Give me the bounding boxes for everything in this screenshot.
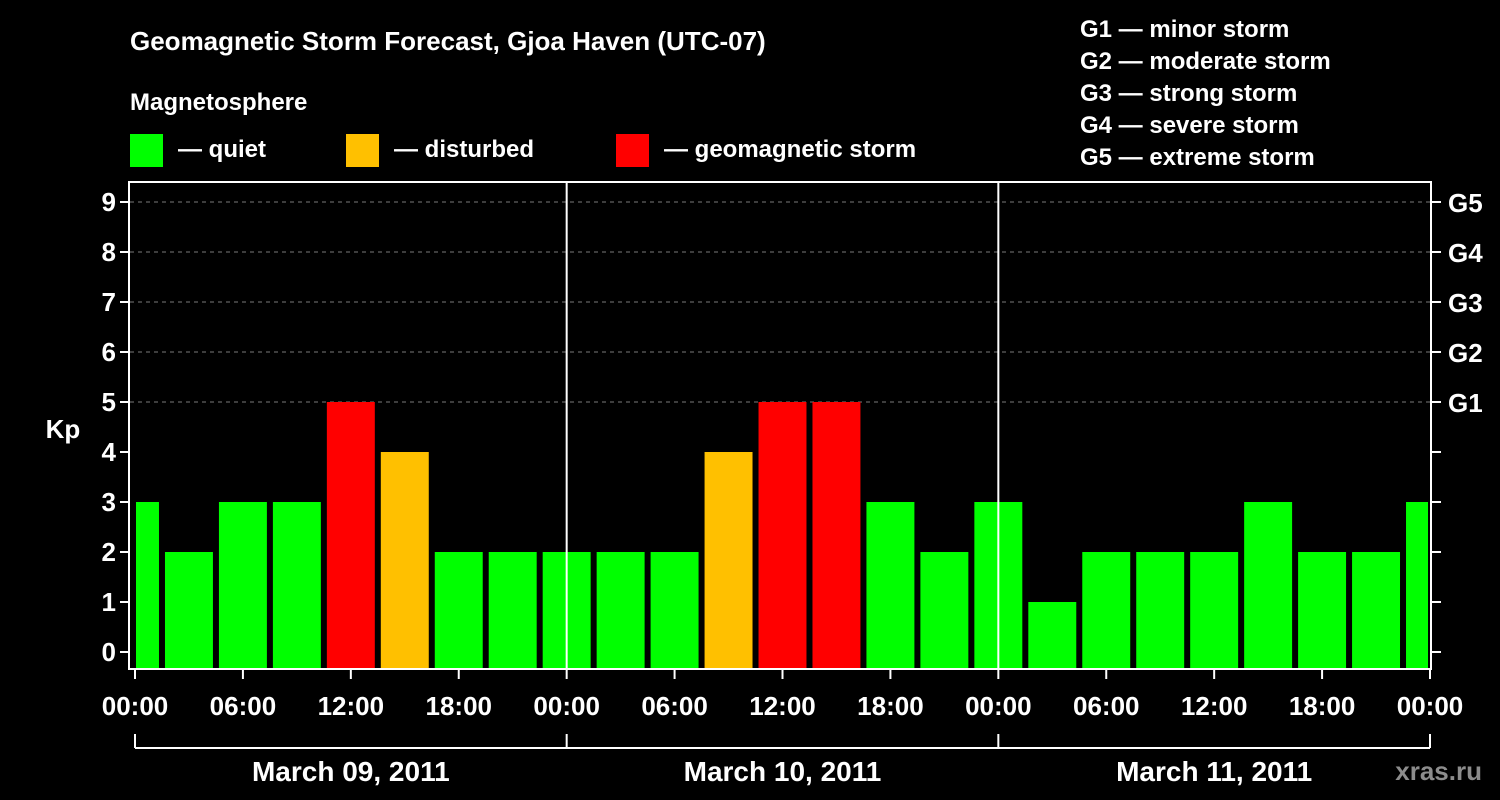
g-scale-tick-label: G5: [1448, 188, 1483, 218]
kp-bar: [218, 502, 267, 668]
kp-bar: [1352, 552, 1401, 668]
legend-swatch-disturbed: [346, 134, 379, 167]
kp-bar: [434, 552, 483, 668]
y-tick-label: 9: [102, 187, 116, 217]
legend-swatch-storm: [616, 134, 649, 167]
grid-lines: [130, 201, 1430, 403]
kp-bar: [380, 452, 429, 668]
g-scale-item: G4 — severe storm: [1080, 112, 1299, 139]
kp-bar: [1190, 552, 1239, 668]
x-tick-label: 12:00: [318, 691, 385, 721]
kp-bar: [866, 502, 915, 668]
right-axis: G1 G2 G3 G4 G5: [1431, 188, 1483, 653]
y-tick-label: 6: [102, 337, 116, 367]
kp-bar: [1298, 552, 1347, 668]
legend-swatch-quiet: [130, 134, 163, 167]
y-tick-label: 3: [102, 487, 116, 517]
kp-bar: [272, 502, 321, 668]
kp-bar: [812, 402, 861, 668]
y-tick-label: 7: [102, 287, 116, 317]
kp-bar: [164, 552, 213, 668]
legend-title: Magnetosphere: [130, 89, 307, 116]
g-scale-item: G5 — extreme storm: [1080, 144, 1315, 171]
legend-label-quiet: — quiet: [178, 136, 266, 163]
y-tick-label: 8: [102, 237, 116, 267]
x-tick-label: 12:00: [749, 691, 816, 721]
g-scale-tick-label: G4: [1448, 238, 1483, 268]
legend-label-storm: — geomagnetic storm: [664, 136, 916, 163]
legend: — quiet — disturbed — geomagnetic storm: [130, 134, 916, 167]
kp-bar: [1028, 602, 1077, 668]
y-tick-label: 4: [102, 437, 117, 467]
day-label: March 11, 2011: [1116, 756, 1312, 787]
y-axis: 0 1 2 3 4 5 6 7 8 9: [102, 187, 129, 667]
g-scale-item: G3 — strong storm: [1080, 80, 1297, 107]
kp-bar: [596, 552, 645, 668]
y-tick-label: 2: [102, 537, 116, 567]
day-dividers: [565, 182, 1000, 668]
kp-bar: [704, 452, 753, 668]
kp-bar: [1244, 502, 1293, 668]
kp-bar: [488, 552, 537, 668]
kp-bar: [326, 402, 375, 668]
x-tick-label: 18:00: [857, 691, 924, 721]
x-tick-label: 00:00: [533, 691, 600, 721]
y-tick-label: 0: [102, 637, 116, 667]
x-tick-label: 00:00: [1397, 691, 1464, 721]
x-tick-label: 12:00: [1181, 691, 1248, 721]
g-scale-tick-label: G2: [1448, 338, 1483, 368]
plot-frame: [128, 181, 1432, 670]
x-tick-label: 06:00: [1073, 691, 1140, 721]
chart-title: Geomagnetic Storm Forecast, Gjoa Haven (…: [130, 26, 766, 56]
kp-bar: [1136, 552, 1185, 668]
watermark: xras.ru: [1395, 756, 1482, 786]
legend-label-disturbed: — disturbed: [394, 136, 534, 163]
kp-bar: [920, 552, 969, 668]
x-tick-label: 00:00: [102, 691, 169, 721]
x-axis: 00:00 06:00 12:00 18:00 00:00 06:00 12:00 18:00…: [102, 669, 1464, 787]
kp-bar: [1082, 552, 1131, 668]
kp-bar: [650, 552, 699, 668]
g-scale-item: G2 — moderate storm: [1080, 48, 1331, 75]
kp-bar: [758, 402, 807, 668]
day-label: March 10, 2011: [684, 756, 882, 787]
x-tick-label: 06:00: [641, 691, 708, 721]
bar-series: [136, 402, 1428, 668]
y-axis-label: Kp: [46, 414, 81, 444]
x-tick-label: 18:00: [426, 691, 493, 721]
y-tick-label: 5: [102, 387, 116, 417]
x-tick-label: 06:00: [210, 691, 277, 721]
y-tick-label: 1: [102, 587, 116, 617]
x-tick-label: 00:00: [965, 691, 1032, 721]
day-label: March 09, 2011: [252, 756, 450, 787]
g-scale-tick-label: G1: [1448, 388, 1483, 418]
x-tick-label: 18:00: [1289, 691, 1356, 721]
g-scale-item: G1 — minor storm: [1080, 16, 1289, 43]
g-scale-tick-label: G3: [1448, 288, 1483, 318]
g-scale-legend: G1 — minor storm G2 — moderate storm G3 — …: [1080, 16, 1331, 171]
kp-bar: [136, 502, 159, 668]
kp-bar: [1406, 502, 1428, 668]
